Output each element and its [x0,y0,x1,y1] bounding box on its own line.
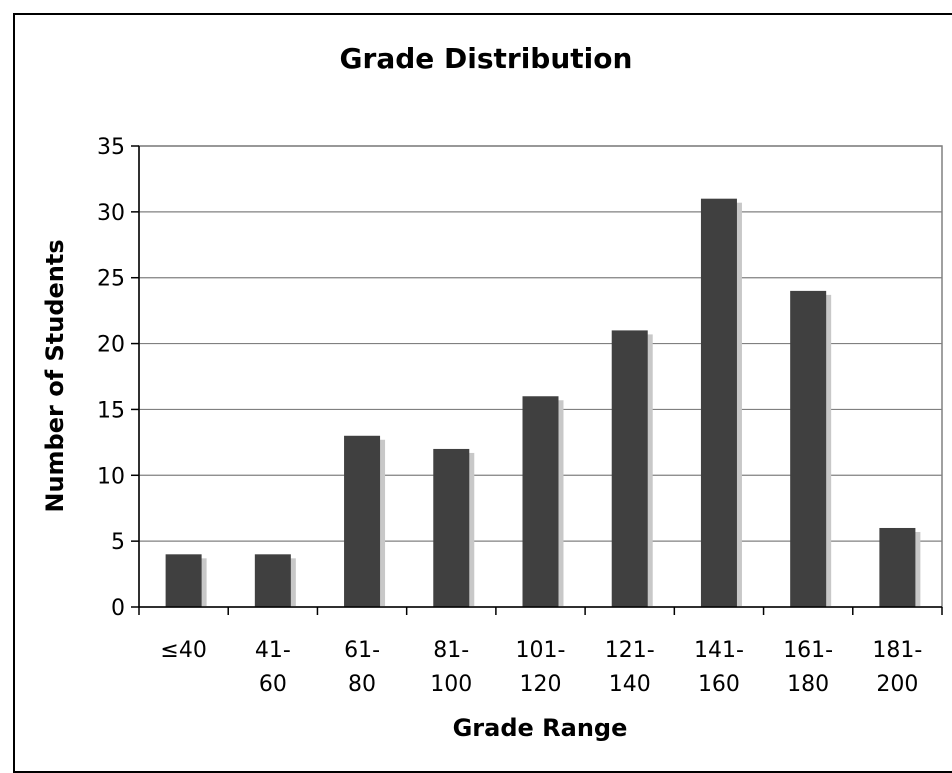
bar [522,396,559,607]
axes [131,145,943,615]
bar [700,198,737,607]
y-tick-label: 0 [111,596,125,621]
y-tick-label: 30 [97,201,125,226]
x-tick-label: 101-120 [516,638,566,697]
y-tick-label: 15 [97,398,125,423]
x-tick-label: 81-100 [430,638,472,697]
x-tick-label: 161-180 [783,638,833,697]
bar [254,554,291,607]
y-axis-title: Number of Students [41,239,69,512]
x-tick-label: ≤40 [160,638,206,663]
y-tick-label: 25 [97,267,125,292]
bar [433,448,470,607]
y-tick-label: 20 [97,333,125,358]
x-tick-label: 121-140 [605,638,655,697]
x-tick-label: 61-80 [344,638,380,697]
x-tick-label: 41-60 [255,638,291,697]
x-tick-label: 181-200 [872,638,922,697]
bar [611,330,648,607]
y-tick-label: 35 [97,135,125,160]
x-axis-title: Grade Range [453,714,628,742]
y-tick-label: 5 [111,530,125,555]
bar [879,527,916,607]
y-tick-labels: 0 5 10 15 20 25 30 35 [97,135,125,621]
bar [790,290,827,607]
y-tick-label: 10 [97,464,125,489]
bar [344,435,381,607]
chart-title: Grade Distribution [340,42,633,75]
bars [165,198,921,607]
bar [165,554,202,607]
x-tick-label: 141-160 [694,638,744,697]
x-tick-labels: ≤40 41-60 61-80 81-100 101-120 121-140 141-160… [160,638,922,697]
